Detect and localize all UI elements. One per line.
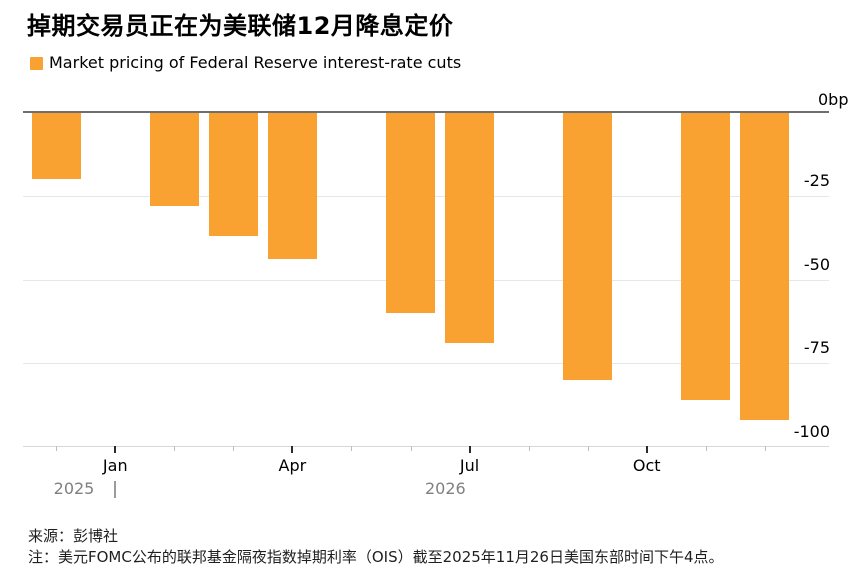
page-title: 掉期交易员正在为美联储12月降息定价 [27,12,454,40]
month-label: Apr [278,456,307,475]
legend-swatch [30,57,43,70]
month-label: Oct [632,456,661,475]
x-tick-major [114,446,117,453]
bar [740,113,790,420]
x-axis-line [23,446,829,447]
x-tick [587,446,589,451]
x-tick [351,446,353,451]
x-tick [233,446,235,451]
bar [445,113,495,343]
gridline [23,363,829,364]
year-label: 2025 [53,479,95,498]
bar [681,113,731,400]
x-tick [56,446,58,451]
x-tick [410,446,412,451]
year-label: 2026 [425,479,466,498]
x-tick [705,446,707,451]
month-label: Jul [459,456,480,475]
x-tick [528,446,530,451]
y-axis-label: -50 [803,254,830,274]
x-tick-major [291,446,294,453]
x-tick-major [468,446,471,453]
bar [31,113,81,180]
note-line: 注：美元FOMC公布的联邦基金隔夜指数掉期利率（OIS）截至2025年11月26… [28,548,724,566]
legend-label: Market pricing of Federal Reserve intere… [49,53,462,72]
source-line: 来源：彭博社 [28,527,119,545]
bar [267,113,317,260]
bar [149,113,199,207]
month-label: Jan [102,456,128,475]
y-axis-label: -75 [803,338,830,357]
x-tick-major [645,446,648,453]
x-tick [174,446,176,451]
year-divider [113,481,116,498]
bar [386,113,435,313]
y-axis-label: -25 [803,171,830,190]
y-axis-label: 0bp [818,90,849,109]
bar [563,113,613,380]
y-axis-label: -100 [793,421,830,441]
zero-baseline [23,110,829,113]
bar [208,113,258,237]
x-tick [764,446,766,451]
